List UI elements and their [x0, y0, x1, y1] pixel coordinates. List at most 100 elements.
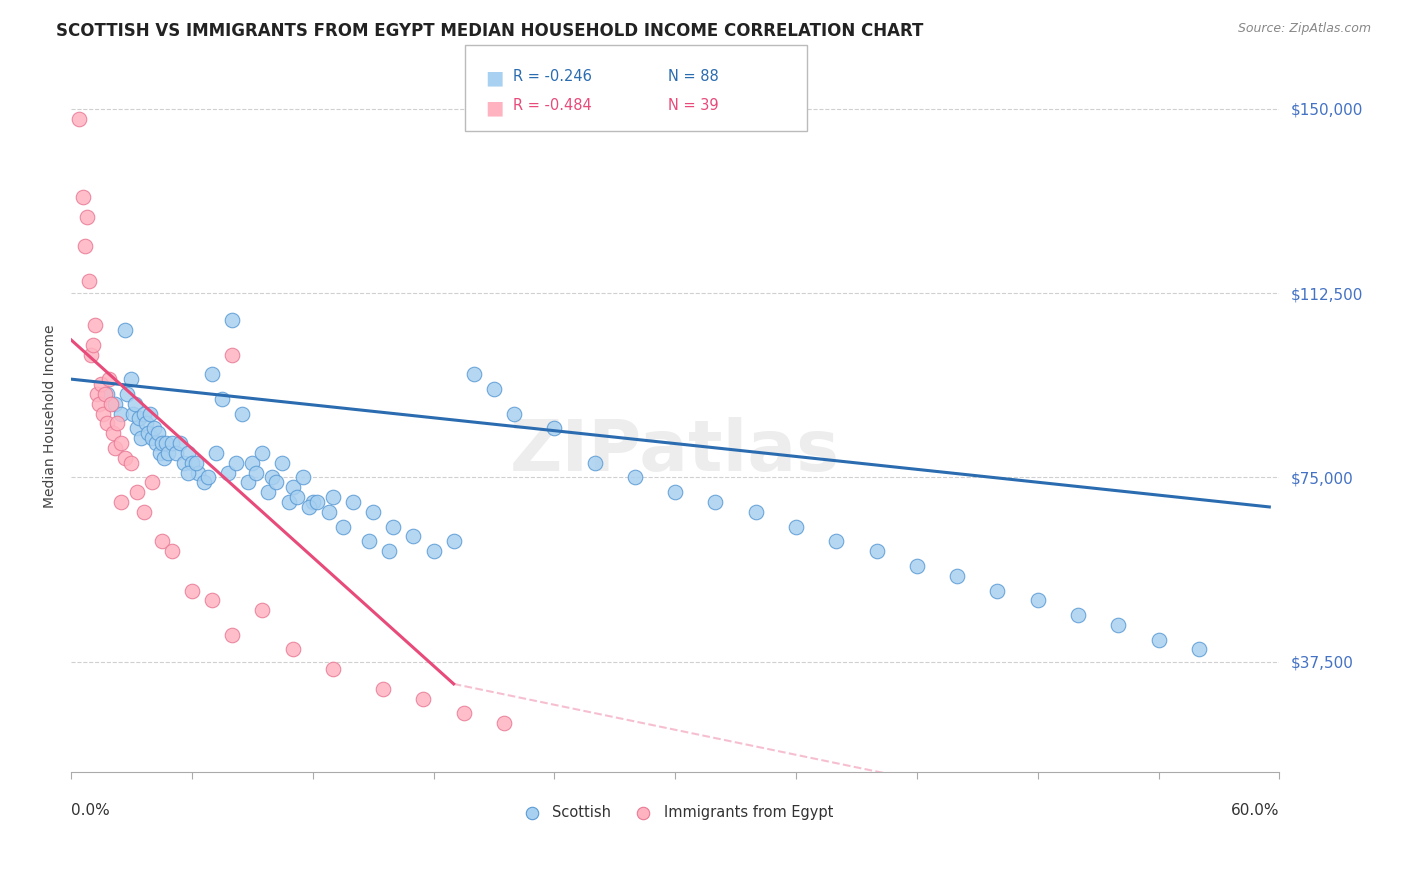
- Point: [378, 544, 401, 558]
- Point: [98, 372, 121, 386]
- Point: [361, 505, 384, 519]
- Point: [75, 239, 97, 253]
- Point: [305, 495, 328, 509]
- Point: [443, 534, 465, 549]
- Point: [100, 397, 122, 411]
- Text: 0.0%: 0.0%: [72, 803, 110, 818]
- Point: [825, 534, 848, 549]
- Point: [155, 436, 177, 450]
- Legend: Scottish, Immigrants from Egypt: Scottish, Immigrants from Egypt: [512, 799, 839, 826]
- Point: [141, 431, 163, 445]
- Point: [463, 368, 485, 382]
- Point: [291, 470, 314, 484]
- Point: [277, 495, 299, 509]
- Point: [132, 407, 155, 421]
- Point: [342, 495, 364, 509]
- Point: [104, 441, 127, 455]
- Text: N = 39: N = 39: [668, 98, 718, 113]
- Point: [382, 519, 405, 533]
- Point: [105, 417, 128, 431]
- Point: [221, 347, 243, 361]
- Point: [322, 490, 344, 504]
- Point: [117, 387, 139, 401]
- Point: [257, 485, 280, 500]
- Point: [77, 274, 100, 288]
- Point: [201, 368, 224, 382]
- Point: [225, 456, 247, 470]
- Point: [201, 593, 224, 607]
- Point: [120, 372, 142, 386]
- Point: [211, 392, 233, 406]
- Point: [1067, 608, 1090, 623]
- Point: [146, 426, 169, 441]
- Point: [205, 446, 228, 460]
- Point: [91, 407, 114, 421]
- Point: [583, 456, 606, 470]
- Point: [1188, 642, 1211, 657]
- Point: [82, 337, 104, 351]
- Point: [104, 397, 127, 411]
- Point: [240, 456, 263, 470]
- Point: [422, 544, 444, 558]
- Point: [281, 480, 304, 494]
- Point: [482, 382, 505, 396]
- Point: [197, 470, 219, 484]
- Point: [373, 681, 395, 696]
- Point: [96, 417, 118, 431]
- Point: [221, 313, 243, 327]
- Point: [281, 642, 304, 657]
- Point: [180, 456, 202, 470]
- Point: [543, 421, 565, 435]
- Point: [152, 450, 174, 465]
- Text: ■: ■: [485, 69, 503, 87]
- Point: [184, 456, 207, 470]
- Point: [127, 421, 149, 435]
- Point: [96, 387, 118, 401]
- Point: [156, 446, 179, 460]
- Point: [131, 431, 153, 445]
- Point: [67, 112, 90, 126]
- Point: [412, 691, 434, 706]
- Point: [110, 407, 132, 421]
- Point: [1147, 632, 1170, 647]
- Point: [173, 456, 195, 470]
- Point: [94, 387, 117, 401]
- Point: [301, 495, 323, 509]
- Point: [193, 475, 215, 490]
- Point: [128, 411, 150, 425]
- Point: [72, 190, 94, 204]
- Text: Source: ZipAtlas.com: Source: ZipAtlas.com: [1237, 22, 1371, 36]
- Point: [145, 436, 167, 450]
- Point: [165, 446, 187, 460]
- Point: [1107, 618, 1129, 632]
- Point: [136, 426, 159, 441]
- Point: [110, 436, 132, 450]
- Point: [402, 529, 425, 543]
- Point: [664, 485, 686, 500]
- Point: [785, 519, 807, 533]
- Point: [322, 662, 344, 676]
- Point: [221, 628, 243, 642]
- Point: [252, 603, 274, 617]
- Text: 60.0%: 60.0%: [1230, 803, 1279, 818]
- Text: N = 88: N = 88: [668, 69, 718, 84]
- Point: [127, 485, 149, 500]
- Point: [86, 387, 108, 401]
- Point: [946, 568, 969, 582]
- Point: [624, 470, 647, 484]
- Point: [135, 417, 157, 431]
- Text: ZIPatlas: ZIPatlas: [510, 417, 841, 486]
- Point: [180, 583, 202, 598]
- Text: ■: ■: [485, 98, 503, 117]
- Point: [80, 347, 103, 361]
- Point: [150, 534, 173, 549]
- Point: [745, 505, 768, 519]
- Y-axis label: Median Household Income: Median Household Income: [44, 325, 58, 508]
- Point: [160, 436, 183, 450]
- Point: [169, 436, 191, 450]
- Point: [142, 421, 165, 435]
- Text: SCOTTISH VS IMMIGRANTS FROM EGYPT MEDIAN HOUSEHOLD INCOME CORRELATION CHART: SCOTTISH VS IMMIGRANTS FROM EGYPT MEDIAN…: [56, 22, 924, 40]
- Point: [177, 466, 200, 480]
- Point: [160, 544, 183, 558]
- Point: [453, 706, 475, 721]
